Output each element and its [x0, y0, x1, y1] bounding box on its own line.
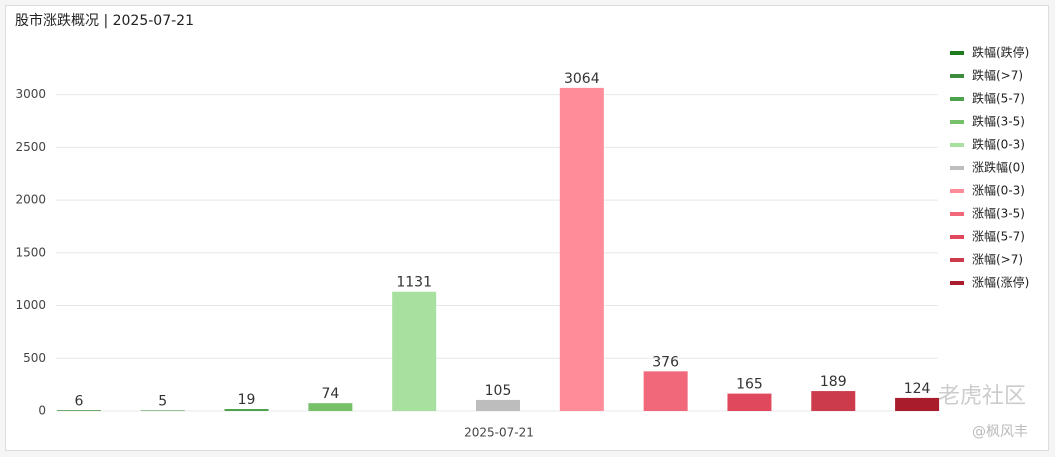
y-tick-label: 1500: [15, 245, 46, 259]
bar: [224, 408, 269, 411]
legend-label: 涨幅(涨停): [972, 275, 1029, 290]
value-label: 105: [485, 383, 512, 399]
value-label: 74: [321, 386, 339, 402]
bar: [56, 410, 101, 411]
legend-label: 涨幅(3-5): [972, 206, 1025, 221]
bar: [308, 403, 353, 411]
y-tick-label: 1000: [15, 298, 46, 312]
value-label: 1131: [396, 275, 432, 291]
y-tick-label: 0: [38, 404, 46, 418]
y-tick-label: 2000: [15, 193, 46, 207]
bar: [559, 87, 604, 412]
value-label: 6: [74, 393, 83, 409]
bar: [140, 410, 185, 411]
value-label: 3064: [564, 71, 600, 87]
value-label: 124: [904, 381, 931, 397]
card: [5, 5, 1049, 451]
x-tick-label: 2025-07-21: [464, 426, 534, 440]
bar: [392, 291, 437, 411]
legend-label: 涨幅(5-7): [972, 229, 1025, 244]
value-label: 19: [238, 392, 256, 408]
legend-label: 涨跌幅(0): [972, 160, 1025, 175]
legend-label: 涨幅(0-3): [972, 183, 1025, 198]
watermark: 老虎社区: [938, 384, 1026, 409]
value-label: 165: [736, 377, 763, 393]
bar: [727, 393, 772, 411]
y-tick-label: 2500: [15, 140, 46, 154]
legend-label: 跌幅(跌停): [972, 45, 1029, 60]
bar: [643, 371, 688, 411]
legend-label: 跌幅(0-3): [972, 137, 1025, 152]
legend-label: 涨幅(>7): [972, 252, 1023, 267]
chart-title: 股市涨跌概况 | 2025-07-21: [15, 12, 194, 29]
y-tick-label: 500: [23, 351, 46, 365]
y-tick-label: 3000: [15, 87, 46, 101]
bar: [811, 391, 856, 411]
legend-label: 跌幅(5-7): [972, 91, 1025, 106]
value-label: 5: [158, 393, 167, 409]
bar: [476, 399, 520, 411]
bar: [895, 397, 940, 411]
watermark: @枫风丰: [972, 424, 1028, 440]
legend-label: 跌幅(3-5): [972, 114, 1025, 129]
value-label: 189: [820, 374, 847, 390]
value-label: 376: [652, 354, 679, 370]
legend-label: 跌幅(>7): [972, 68, 1023, 83]
